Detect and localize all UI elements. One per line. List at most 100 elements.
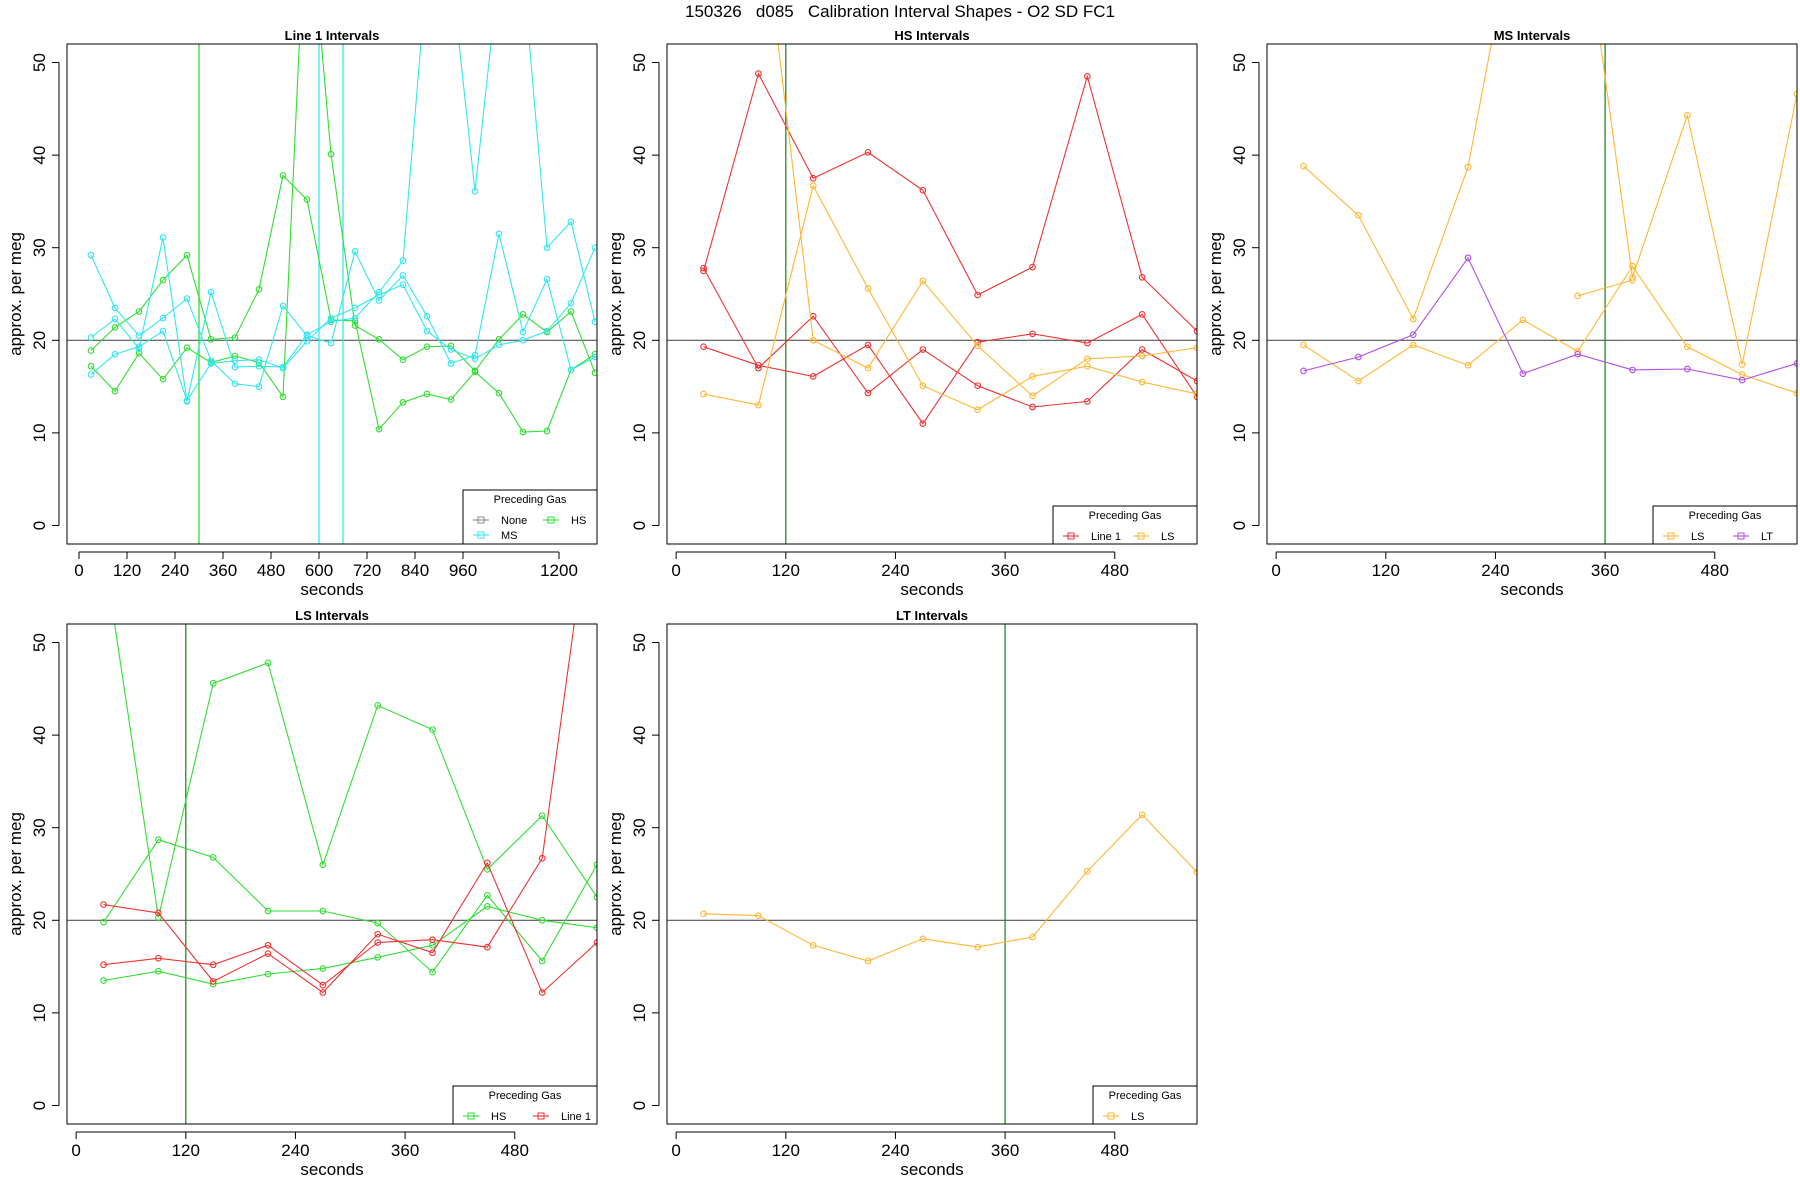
y-axis-label: approx. per meg bbox=[606, 232, 625, 356]
x-tick-label: 0 bbox=[671, 561, 680, 580]
data-point bbox=[111, 315, 119, 323]
y-tick-label: 30 bbox=[30, 818, 49, 837]
x-tick-label: 600 bbox=[305, 561, 333, 580]
series-line-line-1 bbox=[703, 313, 1197, 425]
x-tick-label: 120 bbox=[1372, 561, 1400, 580]
data-point bbox=[519, 428, 527, 436]
data-point bbox=[1193, 393, 1197, 401]
legend-label: LS bbox=[1131, 1111, 1144, 1123]
x-tick-label: 240 bbox=[881, 561, 909, 580]
data-point bbox=[1683, 365, 1691, 373]
data-point bbox=[351, 304, 359, 312]
data-point bbox=[864, 285, 872, 292]
data-point bbox=[1683, 111, 1691, 119]
data-point bbox=[111, 350, 119, 358]
data-point bbox=[1519, 370, 1527, 377]
data-point bbox=[1683, 343, 1691, 351]
y-tick-label: 20 bbox=[630, 911, 649, 930]
data-point bbox=[429, 726, 436, 733]
data-point bbox=[111, 304, 119, 312]
data-point bbox=[700, 267, 707, 275]
x-tick-label: 360 bbox=[991, 1141, 1019, 1160]
data-point bbox=[1355, 211, 1362, 219]
data-point bbox=[591, 350, 597, 358]
data-point bbox=[567, 366, 575, 374]
data-point bbox=[255, 286, 263, 293]
series-line-ls bbox=[1577, 279, 1633, 297]
data-point bbox=[471, 351, 479, 359]
x-tick-label: 240 bbox=[281, 1141, 309, 1160]
legend-item-lt: LT bbox=[1733, 531, 1773, 543]
figure-title: 150326 d085 Calibration Interval Shapes … bbox=[685, 2, 1115, 21]
data-point bbox=[375, 336, 383, 343]
panel-hs-intervals: HS Intervals 0 120 240 360 480 seconds 0 10 20 30 4… bbox=[606, 28, 1198, 599]
y-tick-label: 50 bbox=[30, 53, 49, 72]
data-point bbox=[327, 314, 335, 322]
data-point bbox=[519, 328, 527, 336]
data-point bbox=[755, 364, 762, 372]
data-point bbox=[155, 914, 162, 921]
legend-title: Preceding Gas bbox=[1089, 510, 1162, 522]
data-point bbox=[495, 389, 503, 397]
data-point bbox=[864, 364, 872, 372]
data-point bbox=[543, 244, 551, 252]
data-point bbox=[495, 341, 503, 349]
data-point bbox=[447, 360, 455, 367]
data-point bbox=[135, 345, 143, 352]
y-tick-label: 30 bbox=[630, 238, 649, 257]
data-point bbox=[319, 965, 327, 972]
data-point bbox=[319, 861, 327, 869]
data-point bbox=[1029, 392, 1036, 400]
x-tick-label: 480 bbox=[1101, 1141, 1129, 1160]
data-point bbox=[1409, 315, 1417, 323]
data-point bbox=[1193, 868, 1197, 876]
data-point bbox=[974, 382, 982, 390]
data-point bbox=[374, 702, 382, 709]
legend-label: LS bbox=[1691, 531, 1704, 543]
x-tick-label: 360 bbox=[391, 1141, 419, 1160]
legend-item-ls: LS bbox=[1133, 531, 1174, 543]
plot-area bbox=[67, 624, 597, 1124]
panel-lt-intervals: LT Intervals 0 120 240 360 480 seconds 0 10 20 30 4… bbox=[606, 608, 1198, 1179]
data-point bbox=[593, 939, 597, 946]
data-point bbox=[209, 853, 217, 861]
y-tick-label: 0 bbox=[1230, 521, 1249, 530]
data-point bbox=[755, 70, 762, 77]
data-point bbox=[1464, 254, 1472, 262]
data-point bbox=[100, 918, 107, 926]
data-point bbox=[319, 907, 327, 915]
legend-title: Preceding Gas bbox=[489, 1090, 562, 1102]
data-point bbox=[1629, 273, 1636, 281]
series-line-ls bbox=[703, 184, 1197, 411]
data-point bbox=[1519, 316, 1527, 324]
y-tick-label: 20 bbox=[30, 331, 49, 350]
x-tick-label: 960 bbox=[449, 561, 477, 580]
series-line-line-1 bbox=[703, 72, 1197, 332]
data-point bbox=[159, 234, 167, 241]
data-point bbox=[1138, 311, 1146, 318]
data-point bbox=[111, 323, 119, 331]
y-tick-label: 50 bbox=[1230, 53, 1249, 72]
legend-label: LT bbox=[1761, 531, 1773, 543]
data-point bbox=[1629, 262, 1636, 270]
data-point bbox=[374, 919, 382, 927]
data-point bbox=[1464, 163, 1472, 171]
legend: Preceding Gas Line 1 LS bbox=[1052, 505, 1198, 545]
data-point bbox=[209, 978, 217, 985]
series-line-ms bbox=[90, 44, 596, 402]
data-point bbox=[447, 396, 455, 403]
data-point bbox=[974, 342, 982, 350]
data-point bbox=[159, 276, 167, 284]
series-line-line-1 bbox=[703, 267, 1197, 408]
data-point bbox=[264, 907, 272, 915]
panel-title: LT Intervals bbox=[896, 608, 968, 623]
plot-area bbox=[1267, 44, 1797, 544]
x-tick-label: 480 bbox=[1101, 561, 1129, 580]
x-tick-label: 240 bbox=[1481, 561, 1509, 580]
data-point bbox=[327, 150, 335, 158]
x-tick-label: 0 bbox=[71, 1141, 80, 1160]
x-tick-label: 360 bbox=[1591, 561, 1619, 580]
data-point bbox=[809, 182, 817, 190]
x-tick-label: 120 bbox=[772, 1141, 800, 1160]
y-tick-label: 30 bbox=[1230, 238, 1249, 257]
